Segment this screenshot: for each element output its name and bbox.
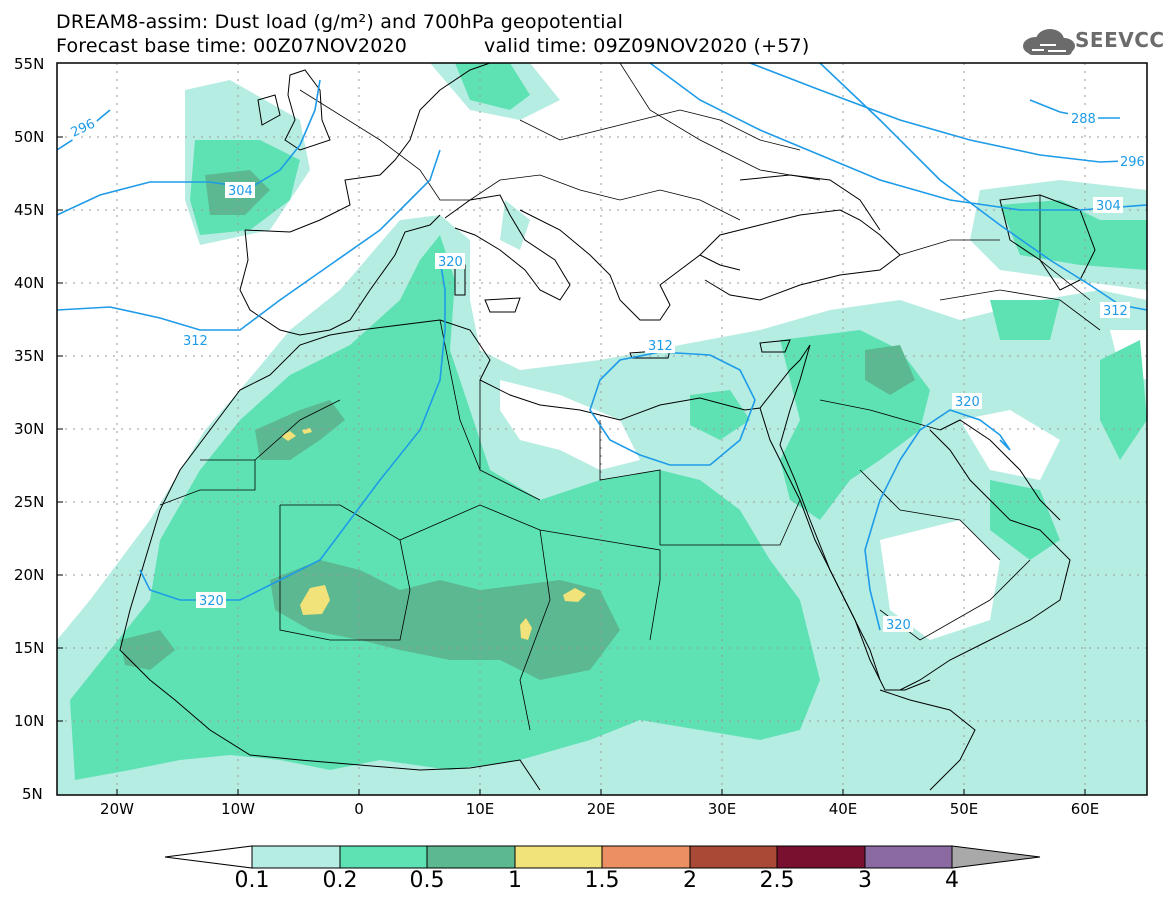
contour-label: 320	[199, 594, 224, 609]
contour-label: 312	[1103, 304, 1128, 319]
valid-time: valid time: 09Z09NOV2020 (+57)	[484, 35, 810, 57]
lat-label: 15N	[14, 639, 45, 657]
lon-label: 10W	[221, 800, 255, 818]
contour-label: 312	[648, 339, 673, 354]
contour-label: 312	[183, 334, 208, 349]
contour-label: 288	[1071, 112, 1096, 127]
lat-label: 30N	[14, 420, 45, 438]
contour-label: 320	[438, 255, 463, 270]
lat-label: 35N	[14, 347, 45, 365]
colorbar-label: 1.5	[584, 868, 620, 893]
dust-peak-areas	[281, 428, 586, 640]
coastlines	[119, 63, 1096, 791]
colorbar-segment	[601, 845, 691, 869]
colorbar-segment	[251, 845, 341, 869]
graticule	[57, 63, 1147, 795]
lat-label: 50N	[14, 128, 45, 146]
lat-label: 10N	[14, 712, 45, 730]
forecast-base-time: Forecast base time: 00Z07NOV2020	[56, 35, 408, 57]
title-line-1: DREAM8-assim: Dust load (g/m²) and 700hP…	[56, 11, 624, 33]
colorbar-high-triangle	[951, 845, 1041, 869]
colorbar-segment	[864, 845, 953, 869]
geopotential-contours	[57, 63, 1147, 631]
lon-label: 30E	[707, 800, 737, 818]
colorbar-low-triangle	[164, 845, 253, 869]
lat-label: 40N	[14, 274, 45, 292]
colorbar-label: 0.2	[322, 868, 358, 893]
colorbar	[164, 845, 1041, 869]
contour-label: 304	[228, 184, 253, 199]
lat-label: 5N	[22, 785, 43, 803]
colorbar-label: 2	[683, 868, 697, 893]
contour-labels: 296 304 312 320 312 320 320 288 296 304 …	[66, 110, 1147, 633]
colorbar-segment	[426, 845, 516, 869]
colorbar-segment	[776, 845, 866, 869]
lat-label: 25N	[14, 493, 45, 511]
lon-label: 60E	[1070, 800, 1100, 818]
lon-label: 0	[354, 800, 364, 818]
cloud-icon	[1023, 29, 1075, 55]
lon-label: 20E	[586, 800, 616, 818]
contour-label: 320	[886, 618, 911, 633]
colorbar-segment	[339, 845, 428, 869]
contour-label: 320	[955, 395, 980, 410]
lat-label: 55N	[14, 55, 45, 73]
colorbar-segment	[514, 845, 603, 869]
logo-text: SEEVCCC	[1075, 28, 1165, 52]
lon-label: 20W	[100, 800, 134, 818]
lon-label: 40E	[828, 800, 858, 818]
colorbar-segment	[689, 845, 778, 869]
colorbar-label: 3	[858, 868, 872, 893]
contour-label: 304	[1096, 199, 1121, 214]
colorbar-label: 4	[945, 868, 959, 893]
lat-label: 45N	[14, 201, 45, 219]
colorbar-label: 0.5	[409, 868, 445, 893]
lat-label: 20N	[14, 566, 45, 584]
lon-label: 10E	[465, 800, 495, 818]
axis-ticks	[57, 136, 1086, 795]
colorbar-label: 1	[508, 868, 522, 893]
contour-label: 296	[1120, 155, 1145, 170]
colorbar-label: 0.1	[234, 868, 270, 893]
lon-label: 50E	[949, 800, 979, 818]
country-borders	[159, 63, 1101, 731]
colorbar-label: 2.5	[759, 868, 795, 893]
dust-high-areas	[120, 170, 915, 680]
